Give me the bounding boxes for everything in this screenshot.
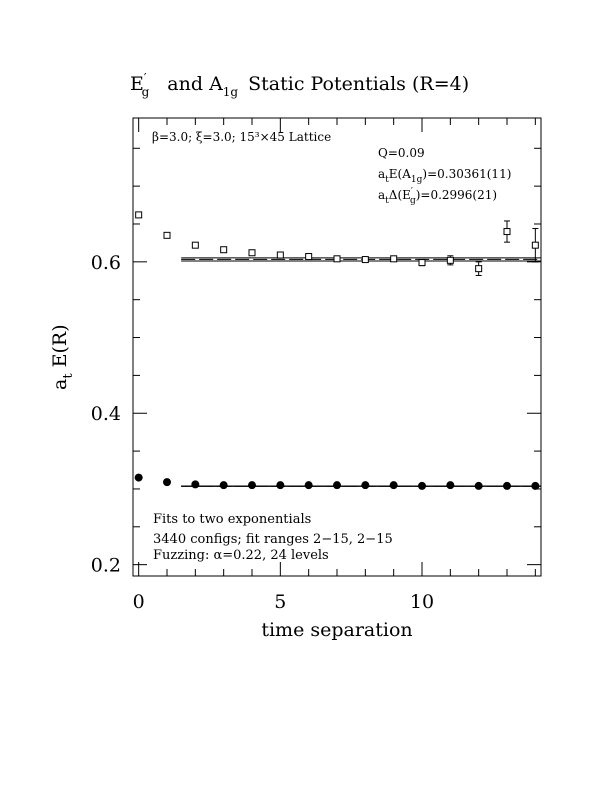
x-tick-label: 5: [274, 591, 286, 613]
data-point-circle: [503, 481, 511, 490]
y-label-sub: t: [61, 373, 76, 379]
x-axis-label: time separation: [261, 619, 412, 641]
data-point-square: [531, 241, 539, 249]
fit-lines: [181, 257, 541, 487]
data-point-circle: [276, 481, 285, 490]
title-e-main: E: [130, 73, 144, 95]
title-e-sub: g: [142, 85, 150, 99]
energy-mid-sub: 1g: [411, 175, 423, 185]
title-a-pre: and A: [167, 73, 223, 95]
energy-post: )=0.30361(11): [422, 167, 511, 181]
energy-a-sub: t: [385, 175, 389, 185]
data-point-square: [305, 253, 313, 261]
y-tick-label: 0.6: [91, 252, 121, 274]
fits-annotation: Fits to two exponentials: [153, 512, 311, 527]
data-point-circle: [134, 473, 143, 482]
data-point-circle: [191, 480, 200, 489]
data-point-square: [503, 228, 511, 236]
data-point-circle: [418, 481, 426, 490]
x-tick-label: 0: [133, 591, 145, 613]
data-point-square: [475, 265, 483, 273]
data-point-square: [418, 259, 426, 267]
data-point-square: [163, 231, 171, 239]
delta-post: )=0.2996(21): [416, 188, 497, 202]
data-point-circle: [304, 481, 313, 490]
data-marks: [134, 211, 540, 490]
delta-a: a: [378, 188, 385, 202]
data-point-square: [333, 255, 341, 263]
y-label-rest: E(R): [49, 324, 71, 373]
delta-annotation: atΔ(E′ g)=0.2996(21): [378, 187, 497, 206]
data-point-circle: [361, 481, 370, 490]
y-axis-label: at E(R): [49, 324, 76, 390]
data-point-circle: [389, 481, 398, 490]
data-point-circle: [219, 481, 228, 490]
data-point-circle: [474, 481, 483, 490]
data-point-square: [248, 249, 256, 257]
axis-ticks: [133, 118, 541, 576]
delta-mid: Δ(E: [389, 188, 411, 202]
delta-a-sub: t: [385, 196, 389, 206]
delta-mid-sup: ′: [411, 187, 413, 197]
data-point-square: [390, 255, 398, 263]
title-rest: Static Potentials (R=4): [248, 73, 469, 95]
delta-mid-sub: g: [410, 196, 416, 206]
y-tick-label: 0.2: [91, 555, 121, 577]
data-point-square: [220, 246, 228, 254]
q-value-annotation: Q=0.09: [378, 146, 425, 160]
chart-title: E′ g and A1g Static Potentials (R=4): [130, 71, 469, 99]
plot-frame: [132, 117, 542, 577]
title-a-sub: 1g: [223, 85, 239, 99]
energy-mid: E(A: [389, 167, 411, 181]
data-point-square: [446, 256, 454, 264]
fuzzing-annotation: Fuzzing: α=0.22, 24 levels: [153, 548, 329, 563]
axis-tick-labels: 0 5 10 0.2 0.4 0.6: [91, 252, 434, 613]
energy-a: a: [378, 167, 385, 181]
data-point-square: [135, 211, 143, 219]
data-point-square: [276, 251, 284, 259]
y-label-a: a: [49, 379, 71, 390]
configs-annotation: 3440 configs; fit ranges 2−15, 2−15: [153, 532, 393, 547]
data-point-circle: [163, 478, 171, 487]
title-e-sup: ′: [144, 71, 147, 85]
energy-annotation: atE(A1g)=0.30361(11): [378, 167, 511, 185]
data-point-square: [191, 241, 199, 249]
y-tick-label: 0.4: [91, 403, 121, 425]
lattice-annotation: β=3.0; ξ=3.0; 15³×45 Lattice: [152, 130, 331, 144]
data-point-circle: [333, 481, 341, 490]
data-point-circle: [248, 481, 256, 490]
data-point-square: [361, 256, 369, 264]
data-point-circle: [446, 481, 455, 490]
data-point-circle: [531, 481, 540, 490]
x-tick-label: 10: [410, 591, 434, 613]
